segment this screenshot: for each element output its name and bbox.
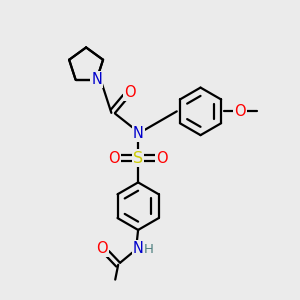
Text: O: O [96, 241, 108, 256]
Text: H: H [144, 243, 154, 256]
Text: S: S [133, 151, 143, 166]
Text: N: N [133, 126, 143, 141]
Text: O: O [109, 151, 120, 166]
Text: O: O [156, 151, 168, 166]
Text: O: O [234, 104, 246, 119]
Text: N: N [133, 241, 143, 256]
Text: N: N [91, 72, 102, 87]
Text: O: O [124, 85, 136, 100]
